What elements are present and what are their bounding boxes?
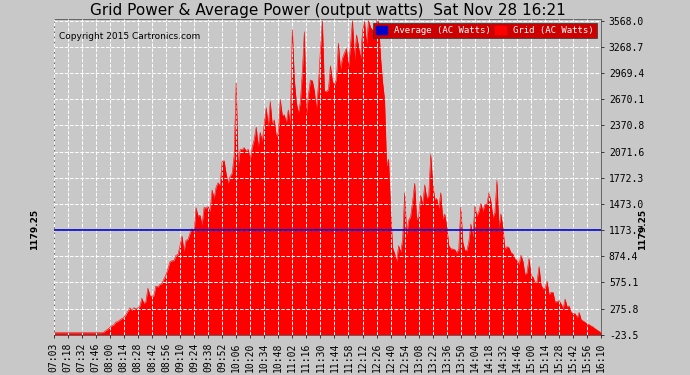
- Text: Copyright 2015 Cartronics.com: Copyright 2015 Cartronics.com: [59, 32, 200, 40]
- Title: Grid Power & Average Power (output watts)  Sat Nov 28 16:21: Grid Power & Average Power (output watts…: [90, 3, 565, 18]
- Legend: Average (AC Watts), Grid (AC Watts): Average (AC Watts), Grid (AC Watts): [373, 24, 597, 38]
- Text: 1179.25: 1179.25: [30, 209, 39, 250]
- Text: 1179.25: 1179.25: [638, 209, 647, 250]
